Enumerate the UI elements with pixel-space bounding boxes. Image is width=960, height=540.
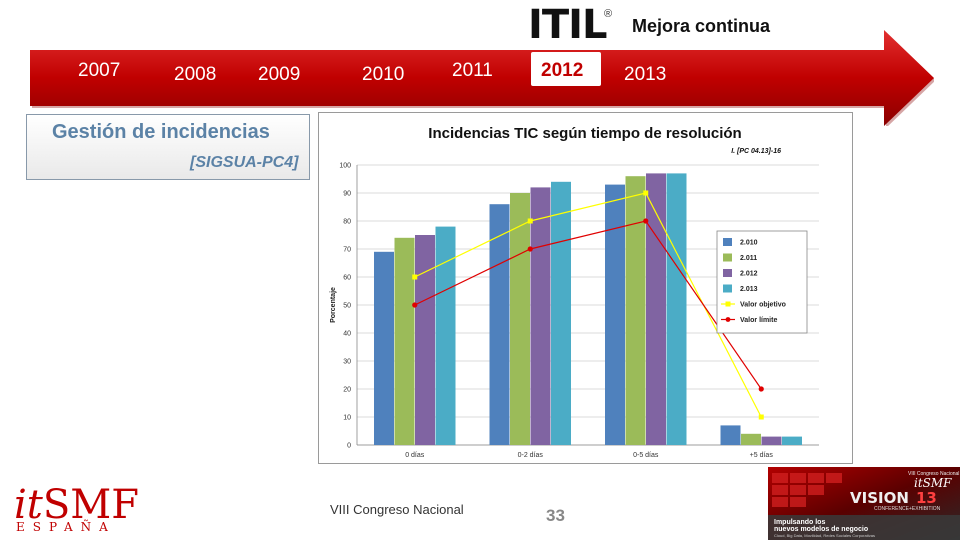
chart-legend-swatch [723, 253, 732, 262]
chart-y-tick-label: 0 [347, 443, 351, 450]
timeline-year[interactable]: 2011 [452, 60, 493, 81]
chart-legend-label: 2.011 [740, 255, 757, 262]
event-name: VIII Congreso Nacional [330, 502, 464, 517]
banner-tagline: Cloud, Big Data, Movilidad, Redes Social… [774, 533, 875, 538]
chart-bar [605, 184, 625, 445]
chart-point [412, 274, 418, 280]
banner-subtitle: CONFERENCE+EXHIBITION [874, 506, 941, 512]
chart-point [527, 246, 533, 252]
chart-bar [625, 176, 646, 445]
section-box [26, 114, 310, 180]
chart-legend-swatch [723, 238, 732, 246]
chart-y-tick-label: 90 [343, 191, 351, 198]
chart-bar [374, 251, 394, 445]
chart: Incidencias TIC según tiempo de resoluci… [330, 125, 819, 459]
chart-subtitle: I. [PC 04.13]-16 [731, 148, 781, 155]
chart-y-tick-label: 10 [343, 415, 351, 422]
chart-bar [415, 235, 435, 445]
itil-logo-text: ITIL [528, 2, 608, 48]
section-title: Gestión de incidencias [52, 121, 270, 143]
itsmf-logo-smf: SMF [42, 482, 139, 528]
itsmf-logo: itSMF [14, 485, 139, 525]
chart-y-tick-label: 70 [343, 247, 351, 254]
chart-series-line [414, 220, 762, 390]
itil-logo: ITIL [528, 2, 608, 48]
chart-legend-box [716, 230, 808, 334]
chart-y-axis-label: Porcentaje [330, 287, 337, 323]
chart-bar [666, 173, 687, 445]
timeline-arrow [30, 30, 934, 126]
chart-legend-marker [725, 301, 731, 307]
registered-mark: ® [604, 8, 613, 20]
chart-bar [510, 193, 530, 445]
chart-bar [761, 436, 782, 445]
chart-frame: Incidencias TIC según tiempo de resoluci… [318, 112, 853, 464]
chart-legend-label: 2.012 [740, 271, 758, 278]
itsmf-logo-it: it [14, 482, 43, 528]
chart-point [758, 414, 764, 420]
chart-legend-label: Valor límite [740, 317, 777, 324]
itsmf-country: ESPAÑA [16, 520, 116, 534]
chart-bar [435, 226, 456, 445]
timeline-year-active[interactable]: 2012 [541, 60, 584, 81]
banner-top-text: VIII Congreso Nacional [908, 471, 959, 477]
chart-legend-label: Valor objetivo [740, 302, 786, 309]
banner-brand: itSMF [914, 476, 952, 490]
chart-bar [646, 173, 666, 445]
chart-y-tick-label: 30 [343, 359, 351, 366]
section-subtitle: [SIGSUA-PC4] [190, 154, 299, 171]
chart-x-tick-label: 0-5 días [633, 452, 659, 459]
chart-point [758, 386, 764, 392]
chart-bar [551, 181, 571, 446]
chart-y-tick-label: 20 [343, 387, 351, 394]
chart-point [527, 218, 533, 224]
banner-vision: VISION [850, 489, 909, 507]
chart-y-tick-label: 50 [343, 303, 351, 310]
banner-headline-1: Impulsando los [774, 519, 825, 526]
timeline-year[interactable]: 2007 [78, 60, 121, 81]
chart-legend-label: 2.013 [740, 286, 758, 293]
chart-title: Incidencias TIC según tiempo de resoluci… [428, 125, 741, 142]
chart-bar [394, 237, 415, 445]
page-title: Mejora continua [632, 16, 771, 36]
timeline-year[interactable]: 2008 [174, 64, 217, 85]
timeline-year[interactable]: 2013 [624, 64, 667, 85]
timeline-year[interactable]: 2010 [362, 64, 405, 85]
chart-legend-marker [725, 317, 731, 322]
chart-bar [489, 204, 510, 445]
chart-y-tick-label: 60 [343, 275, 351, 282]
chart-x-tick-label: +5 días [750, 452, 774, 459]
chart-point [643, 218, 649, 224]
chart-point [643, 190, 649, 196]
chart-x-tick-label: 0-2 días [518, 452, 544, 459]
chart-point [412, 302, 418, 308]
chart-y-tick-label: 80 [343, 219, 351, 226]
chart-legend-label: 2.010 [740, 240, 758, 247]
banner-vision-num: 13 [916, 489, 937, 507]
timeline-year[interactable]: 2009 [258, 64, 301, 85]
chart-legend-swatch [723, 269, 732, 277]
banner-headline-2: nuevos modelos de negocio [774, 526, 868, 533]
chart-bar [530, 187, 551, 445]
chart-bar [782, 436, 802, 445]
chart-x-tick-label: 0 días [405, 452, 425, 459]
chart-y-tick-label: 40 [343, 331, 351, 338]
chart-y-tick-label: 100 [339, 163, 351, 170]
chart-legend-swatch [723, 284, 732, 293]
chart-bar [741, 433, 761, 445]
active-year-highlight [531, 52, 601, 86]
vision-banner: VIII Congreso Nacional itSMF VISION 13 C… [768, 467, 960, 540]
page-number: 33 [546, 506, 565, 525]
chart-bar [720, 425, 741, 445]
